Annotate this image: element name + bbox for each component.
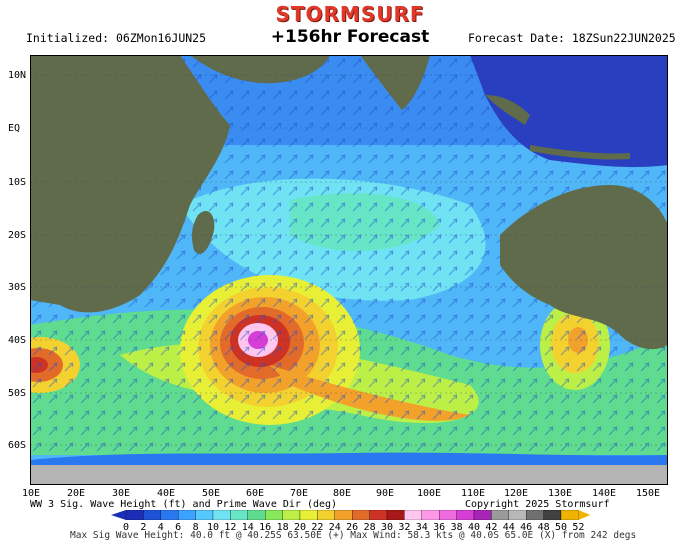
colorbar-label: 52 — [572, 522, 585, 533]
colorbar-min-arrow — [111, 510, 126, 520]
colorbar-label: 30 — [380, 522, 394, 533]
lon-label-70e: 70E — [290, 488, 309, 499]
colorbar-max-arrow — [578, 510, 591, 520]
colorbar-swatch — [386, 510, 405, 520]
lat-gridlines — [30, 74, 668, 446]
stormsurf-logo: STORMSURF — [275, 2, 425, 26]
lon-label-150e: 150E — [636, 488, 661, 499]
colorbar-label: 12 — [224, 522, 237, 533]
lat-label-60s: 60S — [8, 440, 27, 451]
lat-label-50s: 50S — [8, 388, 27, 399]
colorbar-label: 22 — [311, 522, 324, 533]
colorbar-swatch — [212, 510, 231, 520]
colorbar-swatch — [508, 510, 527, 520]
colorbar-label: 10 — [206, 522, 220, 533]
lon-label-140e: 140E — [592, 488, 617, 499]
forecast-date-label: Forecast Date: 18ZSun22JUN2025 — [468, 31, 676, 45]
colorbar-swatch — [247, 510, 266, 520]
colorbar-swatch — [195, 510, 214, 520]
map-frame — [30, 55, 668, 485]
lat-label-30s: 30S — [8, 282, 27, 293]
colorbar-label: 2 — [140, 522, 147, 533]
sea-ice-edge — [30, 452, 668, 465]
colorbar-swatch — [282, 510, 301, 520]
colorbar-swatch — [334, 510, 353, 520]
colorbar-label: 14 — [241, 522, 254, 533]
colorbar-swatch — [299, 510, 318, 520]
arabia-landmass — [190, 55, 330, 84]
forecast-title: +156hr Forecast — [270, 27, 430, 47]
colorbar-label: 50 — [554, 522, 568, 533]
colorbar-label: 44 — [502, 522, 515, 533]
lat-label-20s: 20S — [8, 230, 27, 241]
colorbar-swatch — [526, 510, 544, 520]
colorbar-label: 4 — [157, 522, 164, 533]
indonesia-islands — [485, 95, 630, 160]
colorbar-label: 18 — [276, 522, 289, 533]
lon-label-60e: 60E — [246, 488, 265, 499]
colorbar-swatch — [143, 510, 161, 520]
colorbar-swatch — [125, 510, 144, 520]
colorbar-labels: 0 2 4 6 8 10 12 14 16 18 20 22 24 26 28 30 32 34 36 38 40 42 4… — [0, 522, 700, 534]
africa-landmass — [30, 55, 230, 313]
colorbar-swatch — [404, 510, 422, 520]
colorbar-label: 0 — [122, 522, 130, 533]
wave-height-map — [30, 55, 668, 485]
copyright-text: Copyright 2025 Stormsurf — [465, 499, 610, 510]
colorbar-label: 8 — [192, 522, 199, 533]
lat-label-eq: EQ — [8, 123, 21, 134]
colorbar-label: 24 — [328, 522, 341, 533]
colorbar-label: 48 — [537, 522, 550, 533]
colorbar-swatch — [543, 510, 562, 520]
lat-label-10n: 10N — [8, 70, 27, 81]
colorbar-label: 20 — [293, 522, 307, 533]
colorbar-label: 34 — [415, 522, 428, 533]
colorbar-swatch — [456, 510, 475, 520]
colorbar-swatch — [491, 510, 509, 520]
wave-height-colorbar — [111, 510, 591, 520]
product-description: WW 3 Sig. Wave Height (ft) and Prime Wav… — [30, 499, 338, 510]
lon-label-30e: 30E — [112, 488, 131, 499]
lon-label-20e: 20E — [67, 488, 86, 499]
lat-label-10s: 10S — [8, 177, 27, 188]
colorbar-swatch — [265, 510, 283, 520]
colorbar-label: 46 — [520, 522, 533, 533]
colorbar-swatch — [369, 510, 388, 520]
lon-label-50e: 50E — [202, 488, 221, 499]
colorbar-swatch — [352, 510, 370, 520]
colorbar-swatch — [473, 510, 492, 520]
lon-label-80e: 80E — [333, 488, 352, 499]
colorbar-swatch — [317, 510, 335, 520]
max-stats-footer: Max Sig Wave Height: 40.0 ft @ 40.25S 63… — [70, 530, 637, 541]
southeast-asia — [470, 55, 668, 168]
lon-label-130e: 130E — [548, 488, 573, 499]
lon-label-110e: 110E — [461, 488, 486, 499]
lon-label-10e: 10E — [22, 488, 41, 499]
colorbar-label: 26 — [346, 522, 359, 533]
colorbar-swatch — [439, 510, 457, 520]
lon-label-120e: 120E — [504, 488, 529, 499]
lon-label-40e: 40E — [157, 488, 176, 499]
colorbar-swatch — [421, 510, 440, 520]
australia-landmass — [500, 185, 668, 350]
colorbar-label: 28 — [363, 522, 376, 533]
colorbar-label: 32 — [398, 522, 411, 533]
colorbar-label: 6 — [175, 522, 182, 533]
colorbar-label: 40 — [467, 522, 481, 533]
initialized-label: Initialized: 06ZMon16JUN25 — [26, 31, 207, 45]
colorbar-label: 42 — [485, 522, 498, 533]
colorbar-swatch — [560, 510, 579, 520]
lat-label-40s: 40S — [8, 335, 27, 346]
colorbar-swatch — [230, 510, 248, 520]
lon-label-100e: 100E — [417, 488, 442, 499]
colorbar-label: 38 — [450, 522, 463, 533]
colorbar-swatch — [178, 510, 196, 520]
madagascar — [191, 210, 215, 254]
india-landmass — [360, 55, 430, 110]
colorbar-label: 36 — [433, 522, 446, 533]
colorbar-label: 16 — [259, 522, 272, 533]
colorbar-swatch — [160, 510, 179, 520]
lon-label-90e: 90E — [376, 488, 395, 499]
